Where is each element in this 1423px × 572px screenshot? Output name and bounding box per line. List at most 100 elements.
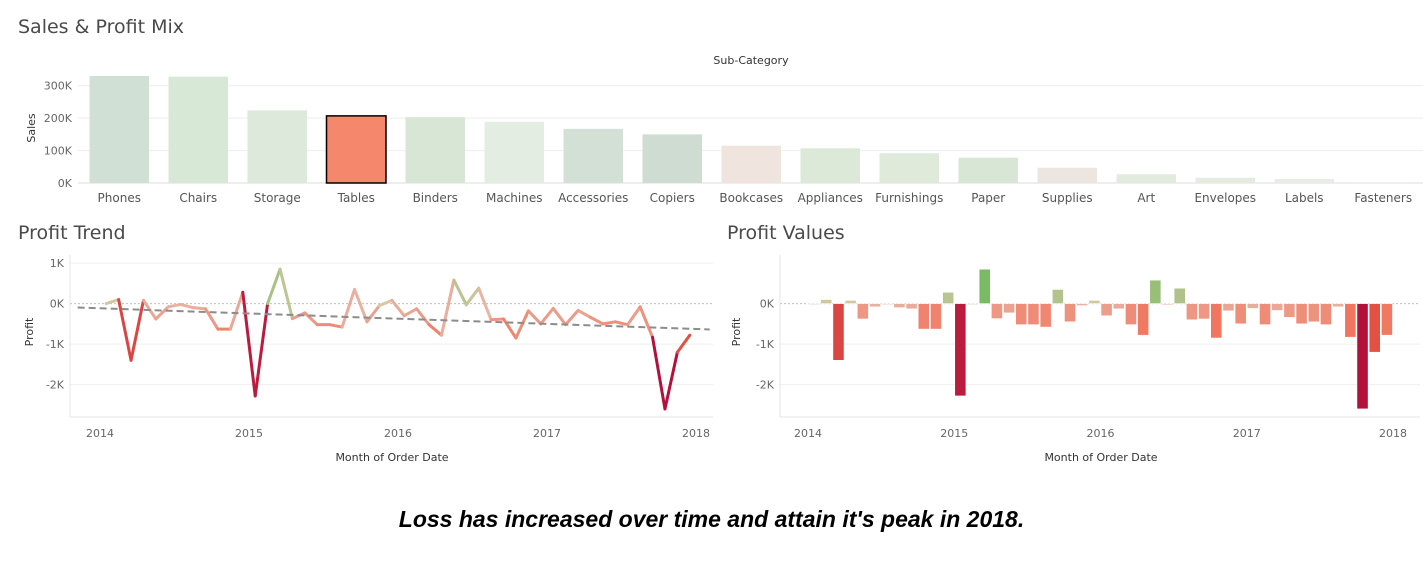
insight-caption: Loss has increased over time and attain …: [398, 506, 1025, 532]
values-x-tick-label: 2017: [1233, 427, 1261, 440]
values-bar: [930, 303, 942, 330]
sales-category-label: Supplies: [1042, 191, 1093, 205]
trend-line-segment: [675, 333, 692, 354]
values-x-tick-label: 2014: [794, 427, 822, 440]
values-bar: [1112, 303, 1125, 310]
trend-x-tick-label: 2017: [533, 427, 561, 440]
sales-y-tick-label: 300K: [44, 80, 73, 93]
values-bar: [1198, 303, 1210, 320]
sales-bar-art: [1116, 174, 1176, 183]
values-bar: [1259, 303, 1271, 325]
trend-line-segment: [328, 323, 344, 329]
values-bar: [869, 303, 881, 308]
sales-bar-envelopes: [1195, 177, 1255, 183]
sales-category-label: Labels: [1285, 191, 1324, 205]
trend-line-segment: [129, 298, 145, 362]
trend-x-axis-title: Month of Order Date: [335, 451, 448, 464]
values-bar: [1295, 303, 1308, 325]
values-bar: [1271, 303, 1284, 311]
values-bar: [1003, 303, 1015, 314]
values-bar: [820, 299, 833, 304]
values-bar: [808, 303, 820, 305]
trend-regression-line: [77, 306, 710, 331]
values-bar: [1039, 303, 1052, 328]
values-bar: [917, 303, 930, 330]
trend-x-tick-label: 2015: [235, 427, 263, 440]
trend-line-segment: [514, 309, 530, 340]
values-bar: [1051, 289, 1064, 304]
values-y-tick-label: -1K: [756, 338, 775, 351]
values-bar: [1307, 303, 1320, 323]
trend-line-segment: [502, 317, 518, 340]
values-bar: [1234, 303, 1247, 325]
sales-category-label: Appliances: [798, 191, 863, 205]
values-bar: [1076, 303, 1089, 306]
trend-line-segment: [179, 302, 195, 310]
sales-category-label: Art: [1137, 191, 1155, 205]
trend-line-segment: [601, 320, 617, 326]
trend-line-segment: [204, 307, 220, 331]
values-bar: [991, 303, 1003, 319]
sales-category-label: Accessories: [558, 191, 628, 205]
values-bar: [1173, 287, 1186, 304]
trend-line-segment: [353, 287, 369, 324]
values-bar: [966, 303, 979, 305]
trend-line-segment: [427, 323, 443, 337]
trend-y-tick-label: -1K: [46, 338, 65, 351]
trend-line-segment: [651, 335, 667, 411]
trend-y-tick-label: 1K: [50, 257, 65, 270]
sales-bar-furnishings: [879, 153, 939, 183]
sales-category-label: Storage: [254, 191, 301, 205]
trend-y-tick-label: -2K: [46, 379, 65, 392]
values-bar: [978, 268, 991, 304]
sales-category-label: Chairs: [179, 191, 217, 205]
values-y-axis-title: Profit: [730, 317, 743, 346]
values-bar: [954, 303, 967, 397]
trend-line-segment: [402, 307, 419, 318]
values-bar: [832, 303, 845, 361]
sales-y-tick-label: 100K: [44, 145, 73, 158]
values-bar: [1320, 303, 1332, 325]
trend-line-segment: [365, 304, 381, 324]
values-y-tick-label: -2K: [756, 379, 775, 392]
trend-line-segment: [613, 320, 630, 327]
sales-bar-supplies: [1037, 167, 1097, 183]
trend-x-tick-label: 2014: [86, 427, 114, 440]
values-bar: [905, 303, 918, 310]
sales-bar-phones: [89, 76, 149, 183]
trend-y-axis-title: Profit: [23, 317, 36, 346]
values-bar: [1344, 303, 1357, 338]
sales-bar-machines: [484, 121, 544, 183]
trend-x-tick-label: 2018: [682, 427, 710, 440]
values-bar: [1015, 303, 1028, 325]
values-bar: [1027, 303, 1040, 325]
values-bar: [1088, 300, 1101, 304]
values-bar: [1246, 303, 1259, 309]
trend-x-tick-label: 2016: [384, 427, 412, 440]
sales-bar-appliances: [800, 148, 860, 183]
values-bar: [1381, 303, 1393, 336]
trend-line-segment: [576, 308, 592, 319]
sales-category-label: Phones: [98, 191, 141, 205]
trend-line-segment: [551, 306, 568, 327]
trend-line-segment: [154, 305, 170, 321]
sales-category-label: Copiers: [650, 191, 695, 205]
trend-y-tick-label: 0K: [50, 298, 65, 311]
values-bar: [1332, 303, 1345, 308]
values-bar: [1064, 303, 1076, 323]
trend-line-segment: [638, 305, 655, 339]
sales-category-label: Fasteners: [1354, 191, 1412, 205]
trend-line-segment: [228, 290, 245, 331]
sales-bar-accessories: [563, 128, 623, 183]
trend-line-segment: [464, 286, 481, 307]
sales-bar-labels: [1274, 178, 1334, 183]
trend-line-segment: [278, 267, 294, 321]
values-x-tick-label: 2015: [940, 427, 968, 440]
sales-category-label: Paper: [971, 191, 1005, 205]
values-chart-title: Profit Values: [727, 222, 845, 244]
sales-bar-fasteners: [1353, 182, 1413, 183]
profit-values-bar-chart: -2K -1K 0K 2014 2015 2016 2017 2018 Month of Ord…: [730, 255, 1420, 464]
values-bar: [1149, 279, 1162, 304]
trend-line-segment: [253, 302, 270, 398]
trend-line-segment: [526, 309, 543, 326]
